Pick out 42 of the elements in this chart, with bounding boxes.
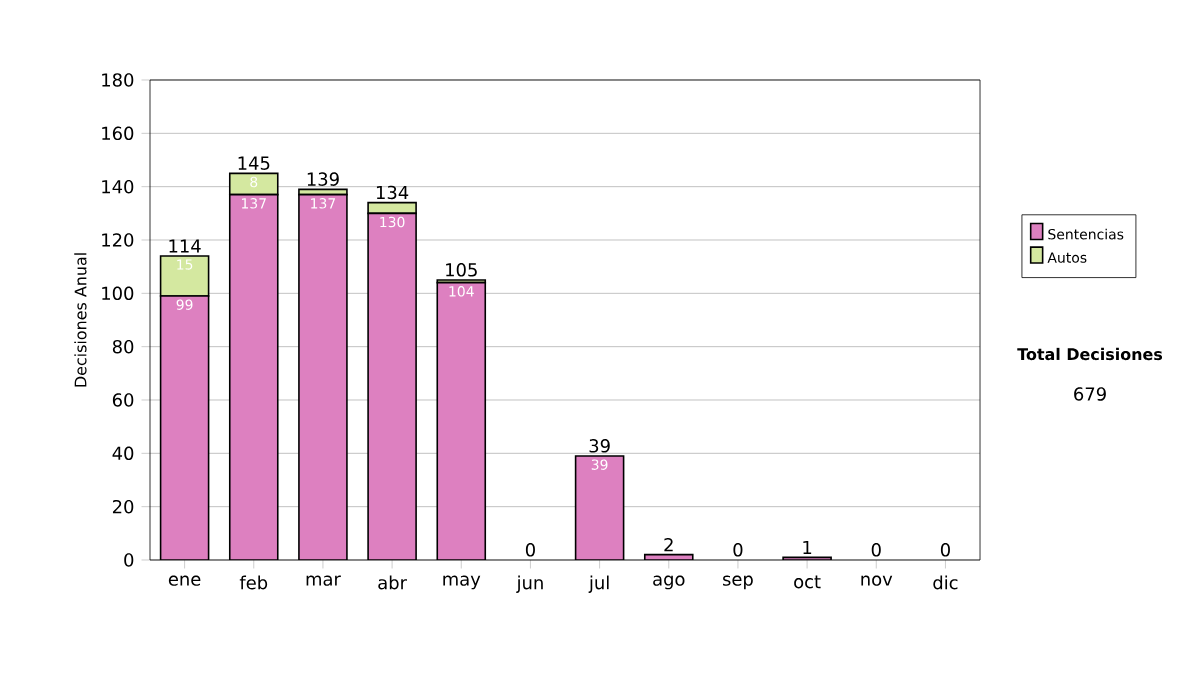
total-label: 1 (803, 540, 812, 554)
y-tick-label: 160 (102, 126, 134, 141)
x-tick-label: oct (794, 575, 821, 589)
total-label: 114 (169, 239, 201, 253)
x-tick-label: feb (239, 575, 268, 590)
x-tick-label: sep (723, 575, 753, 590)
total-label: 105 (446, 263, 477, 277)
bar (367, 201, 417, 215)
x-tick-label: abr (378, 575, 407, 590)
bar (574, 455, 625, 560)
y-tick-label: 40 (112, 446, 134, 461)
bar (436, 281, 487, 560)
y-tick-label: 20 (112, 499, 134, 514)
y-tick-label: 140 (102, 179, 134, 194)
total-label: 0 (940, 543, 950, 557)
x-tick-label: jun (516, 575, 543, 593)
x-tick-label: mar (306, 575, 341, 586)
total-label: 0 (871, 543, 881, 557)
text: 679 (1074, 387, 1106, 401)
x-tick-label: ago (653, 575, 685, 590)
total-label: 39 (589, 439, 610, 453)
bar (159, 295, 210, 560)
y-tick-label: 0 (124, 553, 134, 567)
bar (228, 193, 279, 560)
x-tick-label: may (443, 575, 481, 590)
total-label: 145 (238, 156, 270, 170)
x-tick-label: dic (933, 575, 958, 590)
y-tick-label: 120 (102, 233, 134, 247)
y-tick-label: 100 (102, 286, 134, 301)
total-label: 0 (525, 543, 535, 557)
bar (298, 193, 348, 560)
total-label: 134 (376, 185, 409, 200)
bar (367, 212, 417, 560)
x-tick-label: jul (588, 575, 609, 593)
y-tick-label: 180 (102, 73, 134, 87)
total-label: 139 (307, 172, 339, 186)
total-label: 2 (664, 537, 673, 552)
x-tick-label: nov (861, 575, 893, 586)
y-tick-label: 60 (112, 393, 134, 407)
x-tick-label: ene (168, 575, 201, 586)
total-label: 0 (733, 543, 743, 557)
y-tick-label: 80 (112, 339, 134, 354)
